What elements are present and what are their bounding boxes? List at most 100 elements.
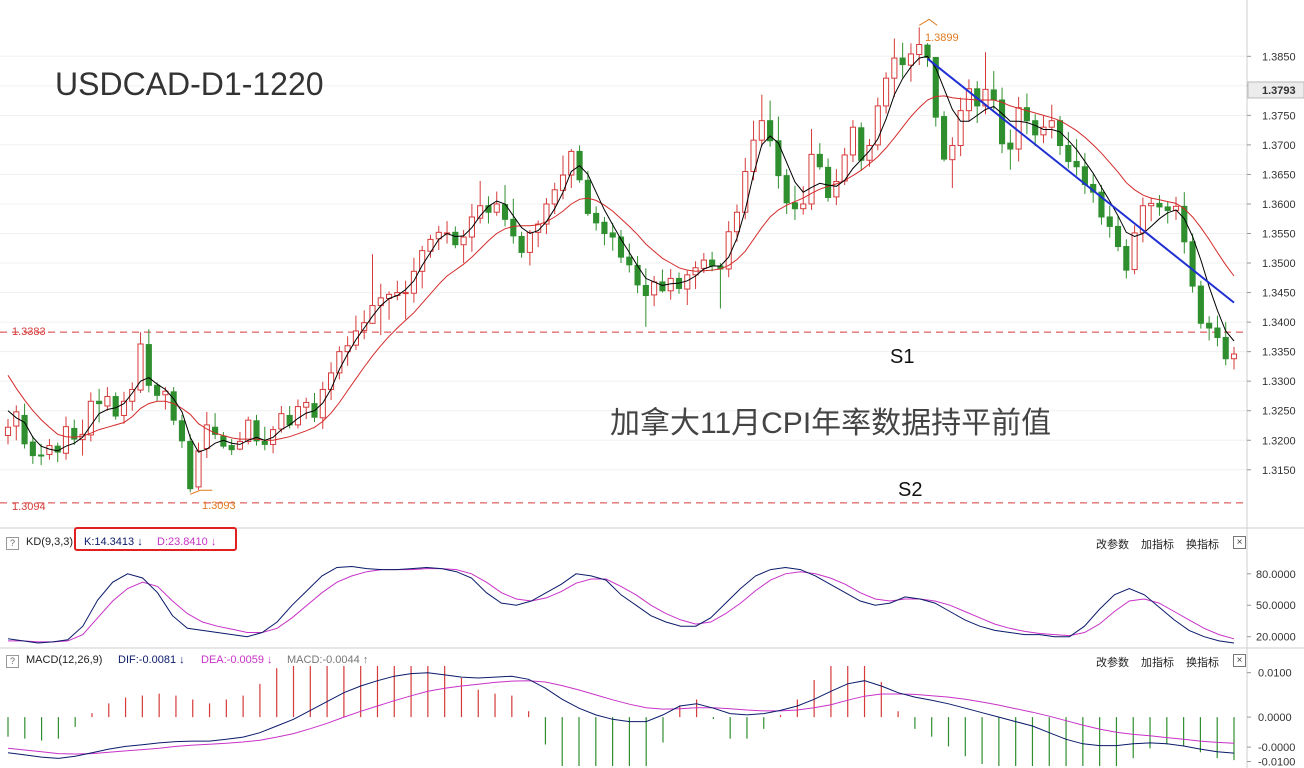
macd-indicator-name: MACD(12,26,9): [26, 654, 103, 666]
candle-body-down: [858, 127, 865, 161]
headline-text: 加拿大11月CPI年率数据持平前值: [610, 407, 1051, 440]
trough-marker: [190, 489, 213, 495]
macd-tick-label: 0.0100: [1258, 668, 1292, 680]
candle-body-up: [800, 203, 807, 210]
candle-body-up: [874, 105, 881, 146]
candle-body-down: [71, 427, 78, 440]
candle-body-down: [1197, 285, 1204, 324]
candle-body-up: [62, 426, 70, 454]
candle-body-up: [402, 292, 409, 295]
candle-body-up: [493, 203, 500, 213]
candle-body-up: [195, 450, 202, 488]
candle-body-down: [1123, 246, 1130, 271]
candle-body-down: [940, 116, 948, 160]
candle-body-down: [510, 218, 517, 237]
candle-body-up: [1040, 126, 1047, 136]
candle-body-down: [1222, 336, 1229, 360]
candle-body-up: [808, 153, 815, 205]
y-tick-label: 1.3700: [1262, 140, 1296, 152]
candle-body-up: [957, 110, 964, 146]
kd-k-value: K:14.3413 ↓: [84, 536, 143, 548]
candle-body-up: [907, 53, 915, 66]
candle-body-down: [593, 212, 600, 224]
candle-body-up: [667, 277, 674, 292]
candle-body-down: [212, 426, 219, 435]
candle-body-down: [253, 420, 260, 442]
level-high-label: 1.3383: [12, 326, 46, 338]
kd-help-icon[interactable]: ?: [6, 537, 19, 550]
ma-fast-line: [7, 55, 1235, 453]
s2-label: S2: [898, 479, 922, 501]
kd-panel: [7, 565, 1235, 644]
level-low-label: 1.3094: [12, 501, 46, 513]
candle-body-up: [87, 400, 94, 436]
kd-edit-params-button[interactable]: 改参数: [1096, 539, 1129, 551]
macd-panel: [7, 666, 1235, 766]
candle-body-down: [261, 440, 268, 445]
kd-swap-indicator-button[interactable]: 换指标: [1186, 539, 1219, 551]
macd-swap-indicator-button[interactable]: 换指标: [1186, 657, 1219, 669]
y-tick-label: 1.3550: [1262, 229, 1296, 241]
candle-body-down: [709, 259, 716, 267]
candle-body-up: [833, 181, 840, 198]
candle-body-down: [1206, 322, 1213, 329]
y-tick-label: 1.3600: [1262, 199, 1296, 211]
candle-body-down: [518, 235, 525, 253]
price-panel: [0, 18, 1247, 504]
kd-tick-label: 50.0000: [1256, 600, 1296, 612]
candle-body-down: [228, 445, 235, 451]
candle-body-down: [659, 281, 666, 292]
candle-body-down: [642, 284, 649, 297]
candle-body-down: [1156, 202, 1163, 208]
kd-add-indicator-button[interactable]: 加指标: [1141, 539, 1174, 551]
candle-body-down: [932, 56, 939, 118]
candle-body-up: [278, 413, 285, 430]
candle-body-down: [609, 232, 616, 238]
candle-body-up: [1230, 353, 1238, 360]
macd-tick-label: 0.0000: [1258, 712, 1292, 724]
peak-label: 1.3899: [925, 32, 959, 44]
candle-body-up: [1048, 120, 1055, 128]
macd-tick-label: -0.0000: [1258, 742, 1295, 754]
candle-body-down: [1023, 107, 1030, 122]
candle-body-down: [21, 414, 28, 445]
candle-body-up: [891, 57, 898, 79]
candle-body-up: [427, 238, 434, 252]
candle-body-up: [684, 274, 691, 290]
macd-add-indicator-button[interactable]: 加指标: [1141, 657, 1174, 669]
macd-close-icon[interactable]: ×: [1233, 654, 1246, 667]
candle-body-down: [154, 384, 161, 396]
candle-body-up: [543, 203, 550, 225]
candle-body-down: [1032, 120, 1039, 136]
kd-close-icon[interactable]: ×: [1233, 536, 1246, 549]
candle-body-up: [410, 270, 417, 294]
candle-body-down: [998, 99, 1006, 145]
candle-body-up: [1131, 232, 1138, 271]
candle-body-up: [352, 330, 359, 346]
candle-body-up: [750, 139, 757, 172]
candle-body-down: [187, 440, 194, 490]
candle-body-up: [369, 305, 376, 324]
candle-body-up: [849, 126, 857, 156]
peak-marker: [918, 18, 938, 26]
candle-body-down: [38, 454, 45, 457]
kd-d-line: [8, 568, 1235, 643]
candle-body-up: [460, 236, 467, 246]
candle-body-down: [617, 236, 625, 258]
macd-edit-params-button[interactable]: 改参数: [1096, 657, 1129, 669]
y-tick-label: 1.3500: [1262, 258, 1296, 270]
candle-body-down: [825, 166, 832, 198]
candle-body-up: [104, 396, 111, 407]
macd-help-icon[interactable]: ?: [6, 655, 19, 668]
y-tick-label: 1.3200: [1262, 435, 1296, 447]
y-tick-label: 1.3750: [1262, 110, 1296, 122]
macd-dea-line: [7, 680, 1235, 755]
candle-body-up: [559, 174, 567, 191]
candle-body-up: [551, 189, 558, 205]
candle-body-up: [129, 388, 136, 402]
candle-body-up: [303, 401, 310, 408]
macd-hist-value: MACD:-0.0044 ↑: [287, 654, 369, 666]
candle-body-down: [1214, 327, 1221, 338]
y-tick-label: 1.3250: [1262, 406, 1296, 418]
candle-body-down: [1007, 142, 1014, 150]
